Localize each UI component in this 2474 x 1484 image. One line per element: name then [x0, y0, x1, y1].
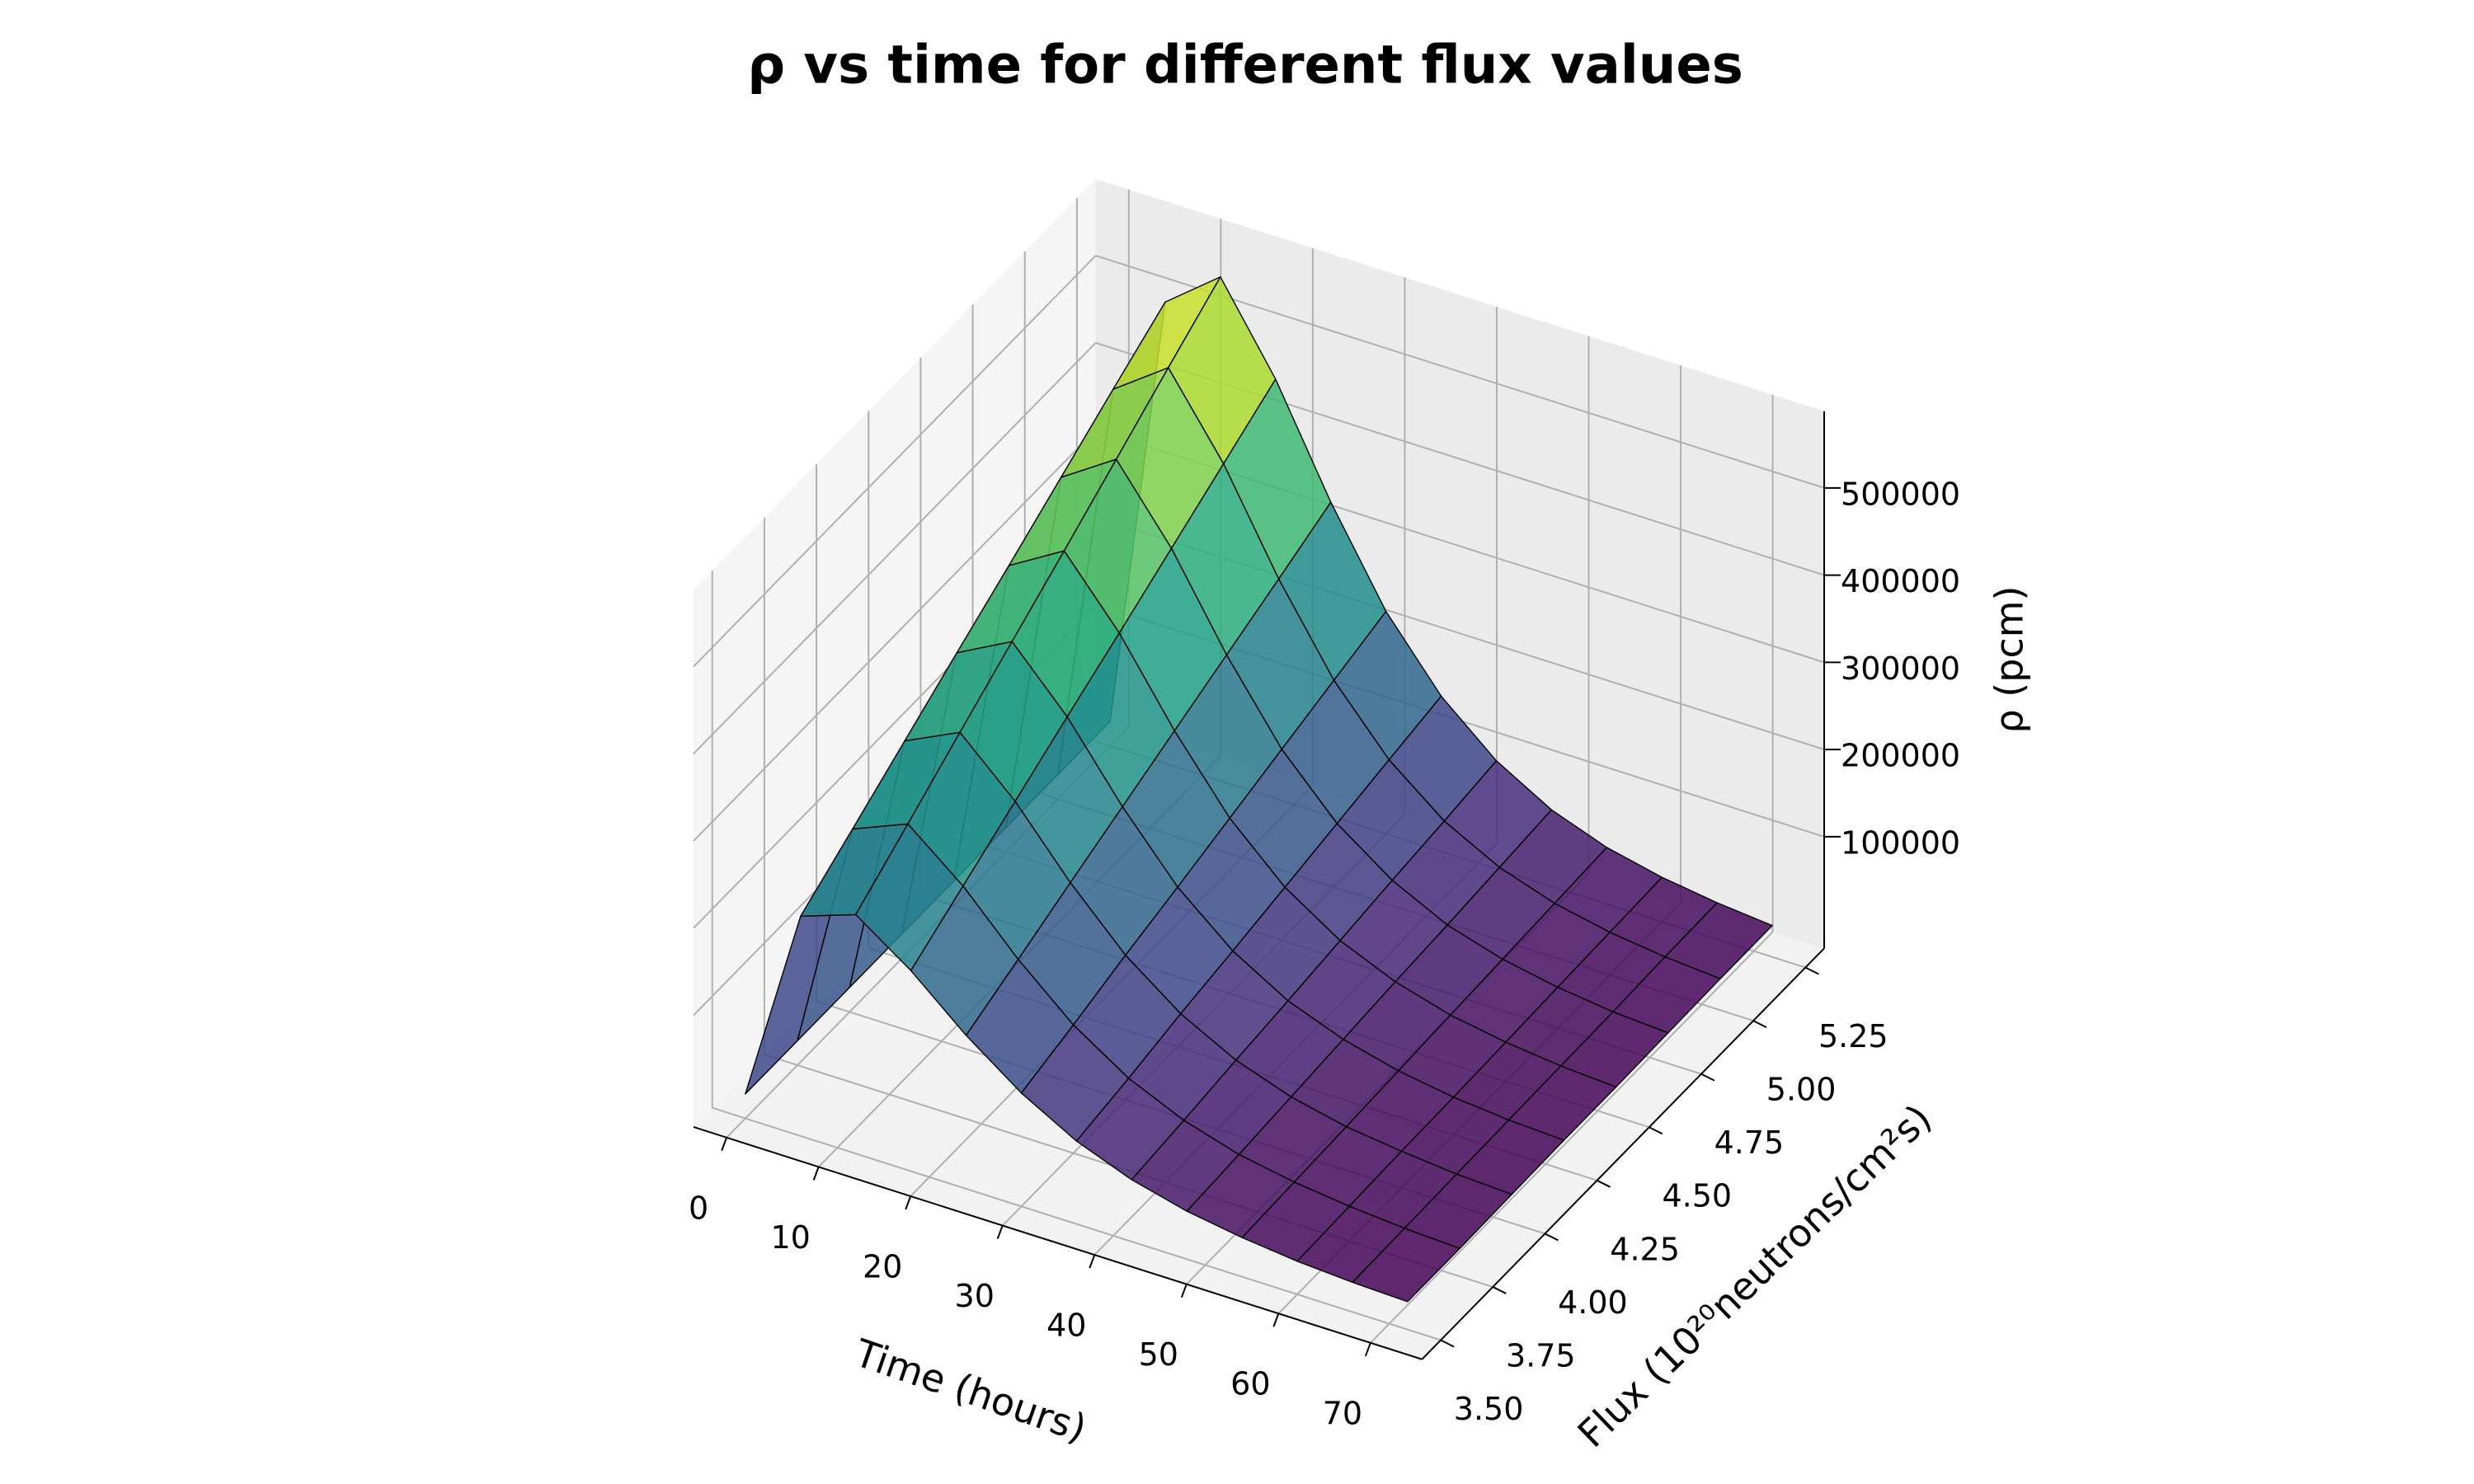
x-tick	[1180, 1284, 1188, 1298]
x-tick	[1089, 1254, 1096, 1269]
y-tick-label: 4.50	[1662, 1178, 1732, 1214]
x-tick-label: 30	[955, 1278, 995, 1314]
grid-line	[693, 429, 1097, 842]
y-tick-label: 5.00	[1766, 1072, 1837, 1108]
y-tick-label: 4.00	[1558, 1284, 1628, 1321]
y-tick	[1700, 1073, 1715, 1082]
y-tick	[1544, 1233, 1559, 1242]
left-pane	[694, 179, 1096, 1127]
z-tick-label: 300000	[1841, 650, 1960, 687]
x-tick-label: 70	[1323, 1395, 1362, 1431]
chart-title: ρ vs time for different flux values	[747, 35, 1743, 96]
y-tick-label: 4.75	[1714, 1125, 1785, 1161]
y-tick	[1752, 1020, 1767, 1028]
x-tick	[996, 1225, 1004, 1239]
y-tick-label: 3.75	[1506, 1337, 1576, 1374]
y-axis-line	[1421, 947, 1825, 1360]
y-tick-label: 3.50	[1454, 1391, 1524, 1427]
z-axis-label: ρ (pcm)	[1987, 585, 2032, 733]
grid-line	[712, 1106, 1442, 1341]
x-tick	[812, 1167, 820, 1181]
surface-cell	[1352, 1228, 1460, 1303]
x-tick-label: 20	[863, 1248, 902, 1284]
y-tick	[1649, 1126, 1663, 1135]
x-tick	[905, 1195, 912, 1210]
z-tick-label: 500000	[1841, 476, 1960, 512]
x-axis-label: Time (hours)	[849, 1330, 1092, 1451]
y-tick	[1597, 1179, 1611, 1188]
y-tick	[1492, 1286, 1507, 1294]
z-tick-label: 400000	[1841, 563, 1960, 599]
grid-line	[1370, 931, 1774, 1344]
y-tick-label: 5.25	[1818, 1018, 1888, 1054]
x-tick-label: 10	[770, 1219, 810, 1256]
grid-line	[693, 255, 1097, 668]
x-tick-label: 60	[1230, 1366, 1270, 1402]
x-tick-label: 40	[1047, 1308, 1086, 1344]
x-tick	[721, 1137, 728, 1152]
x-tick-label: 50	[1139, 1336, 1178, 1373]
z-tick-label: 100000	[1841, 824, 1960, 861]
x-tick-label: 0	[689, 1190, 708, 1226]
grid-line	[693, 342, 1097, 754]
z-tick-label: 200000	[1841, 738, 1960, 774]
x-axis-line	[693, 1126, 1423, 1360]
y-tick	[1440, 1339, 1455, 1348]
x-tick	[1272, 1313, 1280, 1327]
x-tick	[1364, 1342, 1371, 1357]
y-tick	[1804, 966, 1819, 975]
y-tick-label: 4.25	[1610, 1231, 1680, 1267]
